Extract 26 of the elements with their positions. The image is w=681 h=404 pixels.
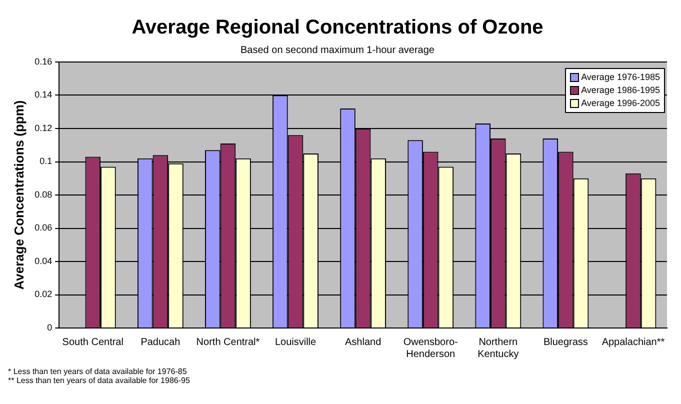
text: * Less than ten years of data available for 1976-85: [8, 367, 188, 376]
y-tick-label: 0.08: [34, 189, 52, 200]
y-tick-label: 0: [47, 322, 52, 332]
x-tick-label: Appalachian**: [602, 336, 665, 348]
x-tick-label: Paducah: [140, 336, 180, 348]
y-tick-label: 0.06: [34, 222, 52, 233]
y-tick-label: 0.12: [34, 122, 52, 133]
chart-title: Average Regional Concentrations of Ozone: [132, 16, 544, 39]
x-tick-label: North Central*: [196, 336, 260, 348]
legend-label: Average 1996-2005: [581, 97, 660, 110]
y-axis-title: Average Concentrations (ppm): [11, 100, 26, 290]
y-tick-label: 0.14: [34, 90, 52, 100]
x-tick-label: South Central: [62, 336, 124, 348]
x-tick-label: Bluegrass: [543, 336, 588, 348]
y-tick-label: 0.16: [34, 56, 52, 66]
y-tick-label: 0.1: [40, 156, 52, 166]
x-tick-label: Ashland: [344, 336, 382, 348]
legend-label: Average 1976-1985: [581, 71, 660, 84]
chart-subtitle: Based on second maximum 1-hour average: [240, 44, 435, 56]
x-tick-label: Northern Kentucky: [478, 336, 519, 360]
text: ** Less than ten years of data available for 1986-95: [8, 376, 191, 385]
x-tick-label: Owensboro- Henderson: [403, 336, 458, 360]
y-tick-label: 0.04: [34, 256, 52, 266]
x-tick-label: Louisville: [274, 336, 317, 348]
legend-label: Average 1986-1995: [581, 84, 660, 97]
y-tick-label: 0.02: [34, 289, 52, 300]
